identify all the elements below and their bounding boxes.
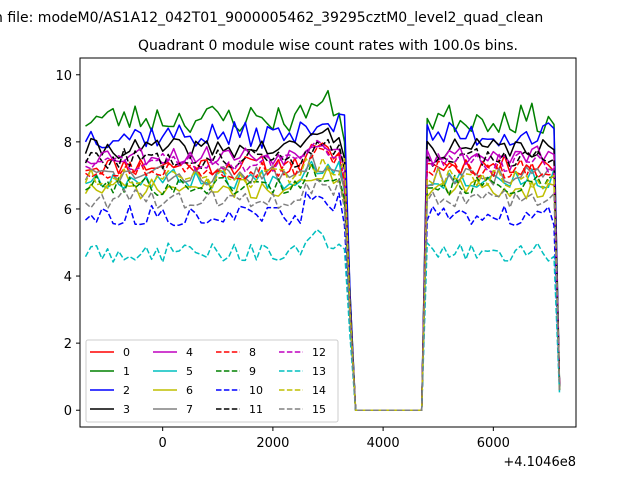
legend-box [85, 339, 339, 423]
series-line-10 [84, 191, 561, 411]
x-offset-label: +4.1046e8 [503, 455, 576, 470]
legend-label-13: 13 [312, 365, 326, 378]
series-line-11 [84, 138, 561, 411]
series-layer [84, 89, 561, 411]
y-tick-label: 10 [55, 69, 72, 84]
y-tick-label: 2 [64, 337, 72, 352]
series-line-6 [84, 165, 561, 411]
series-line-3 [84, 127, 561, 411]
x-tick-label: 4000 [367, 436, 400, 451]
legend-label-7: 7 [186, 403, 193, 416]
y-tick-label: 6 [64, 203, 72, 218]
series-line-4 [85, 144, 561, 411]
series-line-1 [85, 89, 561, 411]
legend-label-4: 4 [186, 346, 193, 359]
legend-label-11: 11 [249, 403, 263, 416]
plot-frame [79, 57, 577, 428]
y-axis: 0 2 4 6 8 10 [55, 69, 80, 419]
y-tick-label: 0 [64, 404, 72, 419]
legend-label-0: 0 [123, 346, 130, 359]
legend-label-10: 10 [249, 384, 263, 397]
legend-label-3: 3 [123, 403, 130, 416]
legend-label-6: 6 [186, 384, 193, 397]
x-tick-label: 6000 [477, 436, 510, 451]
x-tick-label: 0 [159, 436, 167, 451]
legend-label-2: 2 [123, 384, 130, 397]
y-tick-label: 4 [64, 270, 72, 285]
x-axis: 0 2000 4000 6000 [159, 427, 510, 451]
chart-title: Quadrant 0 module wise count rates with … [138, 38, 518, 54]
legend-label-12: 12 [312, 346, 326, 359]
legend-label-1: 1 [123, 365, 130, 378]
x-tick-label: 2000 [256, 436, 289, 451]
legend-label-8: 8 [249, 346, 256, 359]
series-line-13 [84, 228, 561, 411]
series-line-9 [85, 162, 561, 411]
chart-suptitle: n file: modeM0/AS1A12_042T01_9000005462_… [0, 10, 543, 26]
series-line-12 [85, 139, 561, 411]
series-line-14 [84, 157, 561, 411]
y-tick-label: 8 [64, 136, 72, 151]
legend-label-9: 9 [249, 365, 256, 378]
series-line-15 [85, 178, 561, 411]
legend-label-5: 5 [186, 365, 193, 378]
legend-label-15: 15 [312, 403, 326, 416]
legend-label-14: 14 [312, 384, 326, 397]
